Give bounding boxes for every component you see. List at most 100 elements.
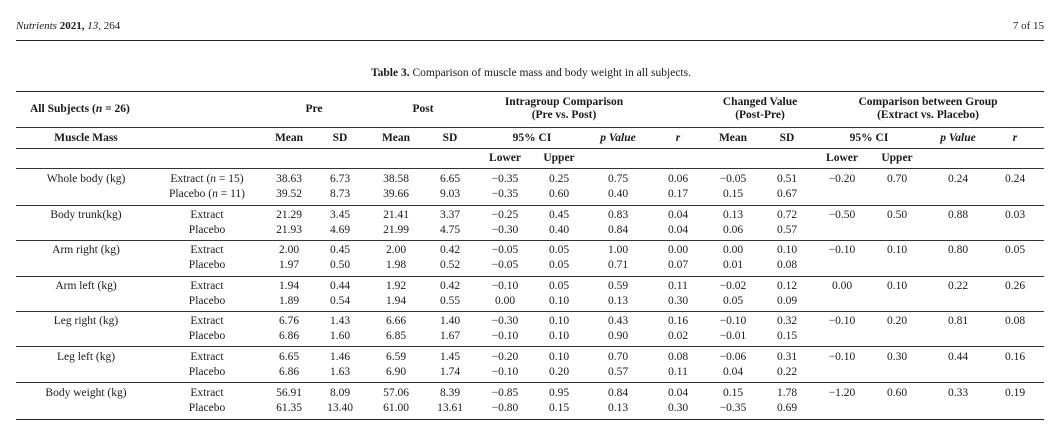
cell-intra-r: 0.30 bbox=[667, 295, 689, 307]
header-between-upper: Upper bbox=[881, 152, 913, 164]
cell-intra-upper: 0.25 bbox=[548, 173, 570, 185]
cell-intra-lower: −0.30 bbox=[491, 224, 519, 236]
cell-intra-upper: 0.10 bbox=[548, 315, 570, 327]
cell-post-mean: 1.98 bbox=[385, 259, 407, 271]
header-changed-value-sub: (Post-Pre) bbox=[735, 109, 785, 121]
cell-post-sd: 8.39 bbox=[439, 387, 461, 399]
cell-post-sd: 9.03 bbox=[439, 188, 461, 200]
cell-between-upper: 0.60 bbox=[886, 387, 908, 399]
cell-pre-sd: 8.09 bbox=[329, 387, 351, 399]
group-n-symbol: n bbox=[212, 188, 218, 200]
cell-post-sd: 1.74 bbox=[439, 366, 461, 378]
cell-changed-sd: 0.12 bbox=[776, 280, 798, 292]
row-measure: Leg left (kg) bbox=[56, 351, 116, 363]
row-measure: Arm left (kg) bbox=[55, 280, 117, 292]
cell-between-r: 0.16 bbox=[1004, 351, 1026, 363]
cell-changed-sd: 0.32 bbox=[776, 315, 798, 327]
cell-intra-r: 0.11 bbox=[668, 366, 688, 378]
cell-post-sd: 0.55 bbox=[439, 295, 461, 307]
all-subjects-label: All Subjects ( bbox=[30, 103, 96, 115]
cell-pre-mean: 1.97 bbox=[278, 259, 300, 271]
cell-between-lower: −0.10 bbox=[828, 244, 856, 256]
cell-intra-p: 0.84 bbox=[607, 387, 629, 399]
cell-between-lower: −1.20 bbox=[828, 387, 856, 399]
cell-intra-lower: −0.35 bbox=[491, 173, 519, 185]
table-rule bbox=[16, 240, 1044, 241]
cell-pre-sd: 0.50 bbox=[329, 259, 351, 271]
row-group-extract: Extract bbox=[190, 315, 224, 327]
header-post-sd: SD bbox=[442, 132, 458, 144]
cell-intra-upper: 0.10 bbox=[548, 295, 570, 307]
cell-pre-mean: 21.93 bbox=[276, 224, 302, 236]
row-measure: Arm right (kg) bbox=[52, 244, 120, 256]
group-label-text: Placebo ( bbox=[169, 188, 213, 200]
cell-pre-sd: 1.63 bbox=[329, 366, 351, 378]
header-intra-lower: Lower bbox=[489, 152, 521, 164]
header-between-ci: 95% CI bbox=[849, 132, 889, 144]
cell-intra-p: 0.70 bbox=[607, 351, 629, 363]
cell-changed-mean: 0.04 bbox=[722, 366, 744, 378]
cell-post-mean: 39.66 bbox=[383, 188, 409, 200]
group-label-text: Extract ( bbox=[170, 173, 211, 185]
cell-intra-lower: −0.85 bbox=[491, 387, 519, 399]
cell-post-sd: 0.42 bbox=[439, 280, 461, 292]
cell-intra-r: 0.06 bbox=[667, 173, 689, 185]
cell-between-lower: −0.20 bbox=[828, 173, 856, 185]
cell-changed-mean: 0.05 bbox=[722, 295, 744, 307]
row-group-placebo: Placebo (n = 11) bbox=[169, 187, 245, 201]
cell-intra-lower: 0.00 bbox=[494, 295, 516, 307]
cell-pre-mean: 6.86 bbox=[278, 366, 300, 378]
cell-pre-sd: 0.54 bbox=[329, 295, 351, 307]
cell-changed-mean: −0.10 bbox=[719, 315, 747, 327]
cell-post-mean: 38.58 bbox=[383, 173, 409, 185]
cell-between-upper: 0.50 bbox=[886, 209, 908, 221]
cell-changed-sd: 1.78 bbox=[776, 387, 798, 399]
running-head: Nutrients 2021, 13, 264 bbox=[16, 20, 120, 32]
cell-post-mean: 2.00 bbox=[385, 244, 407, 256]
cell-between-p: 0.80 bbox=[947, 244, 969, 256]
cell-pre-mean: 38.63 bbox=[276, 173, 302, 185]
header-changed-sd: SD bbox=[779, 132, 795, 144]
cell-changed-sd: 0.22 bbox=[776, 366, 798, 378]
cell-post-mean: 1.92 bbox=[385, 280, 407, 292]
all-subjects-n: n bbox=[95, 103, 103, 115]
cell-post-mean: 1.94 bbox=[385, 295, 407, 307]
cell-intra-r: 0.17 bbox=[667, 188, 689, 200]
row-measure: Whole body (kg) bbox=[46, 173, 126, 185]
cell-intra-r: 0.07 bbox=[667, 259, 689, 271]
group-count-text: = 11) bbox=[217, 188, 245, 200]
page-header: Nutrients 2021, 13, 264 7 of 15 bbox=[16, 18, 1044, 41]
header-intra-r: r bbox=[675, 132, 681, 144]
cell-post-mean: 6.90 bbox=[385, 366, 407, 378]
table-rule bbox=[16, 148, 1044, 149]
cell-changed-mean: −0.02 bbox=[719, 280, 747, 292]
journal-year: 2021, bbox=[59, 20, 85, 32]
cell-post-sd: 13.61 bbox=[437, 402, 463, 414]
cell-changed-sd: 0.31 bbox=[776, 351, 798, 363]
cell-changed-sd: 0.51 bbox=[776, 173, 798, 185]
table-rule bbox=[16, 276, 1044, 277]
cell-post-mean: 6.85 bbox=[385, 330, 407, 342]
cell-between-lower: −0.10 bbox=[828, 351, 856, 363]
cell-post-mean: 6.59 bbox=[385, 351, 407, 363]
cell-pre-sd: 3.45 bbox=[329, 209, 351, 221]
cell-pre-sd: 4.69 bbox=[329, 224, 351, 236]
cell-between-p: 0.24 bbox=[947, 173, 969, 185]
cell-changed-sd: 0.10 bbox=[776, 244, 798, 256]
cell-changed-mean: 0.13 bbox=[722, 209, 744, 221]
row-measure: Body weight (kg) bbox=[45, 387, 127, 399]
cell-changed-mean: 0.15 bbox=[722, 188, 744, 200]
cell-post-sd: 1.40 bbox=[439, 315, 461, 327]
header-pre-mean: Mean bbox=[274, 132, 304, 144]
cell-intra-upper: 0.45 bbox=[548, 209, 570, 221]
cell-post-sd: 0.52 bbox=[439, 259, 461, 271]
cell-between-upper: 0.10 bbox=[886, 280, 908, 292]
row-group-extract: Extract bbox=[190, 387, 224, 399]
table-rule bbox=[16, 168, 1044, 169]
cell-post-sd: 4.75 bbox=[439, 224, 461, 236]
cell-pre-mean: 21.29 bbox=[276, 209, 302, 221]
cell-intra-upper: 0.20 bbox=[548, 366, 570, 378]
cell-intra-lower: −0.30 bbox=[491, 315, 519, 327]
table-caption-text: Comparison of muscle mass and body weigh… bbox=[412, 67, 691, 79]
cell-intra-lower: −0.80 bbox=[491, 402, 519, 414]
